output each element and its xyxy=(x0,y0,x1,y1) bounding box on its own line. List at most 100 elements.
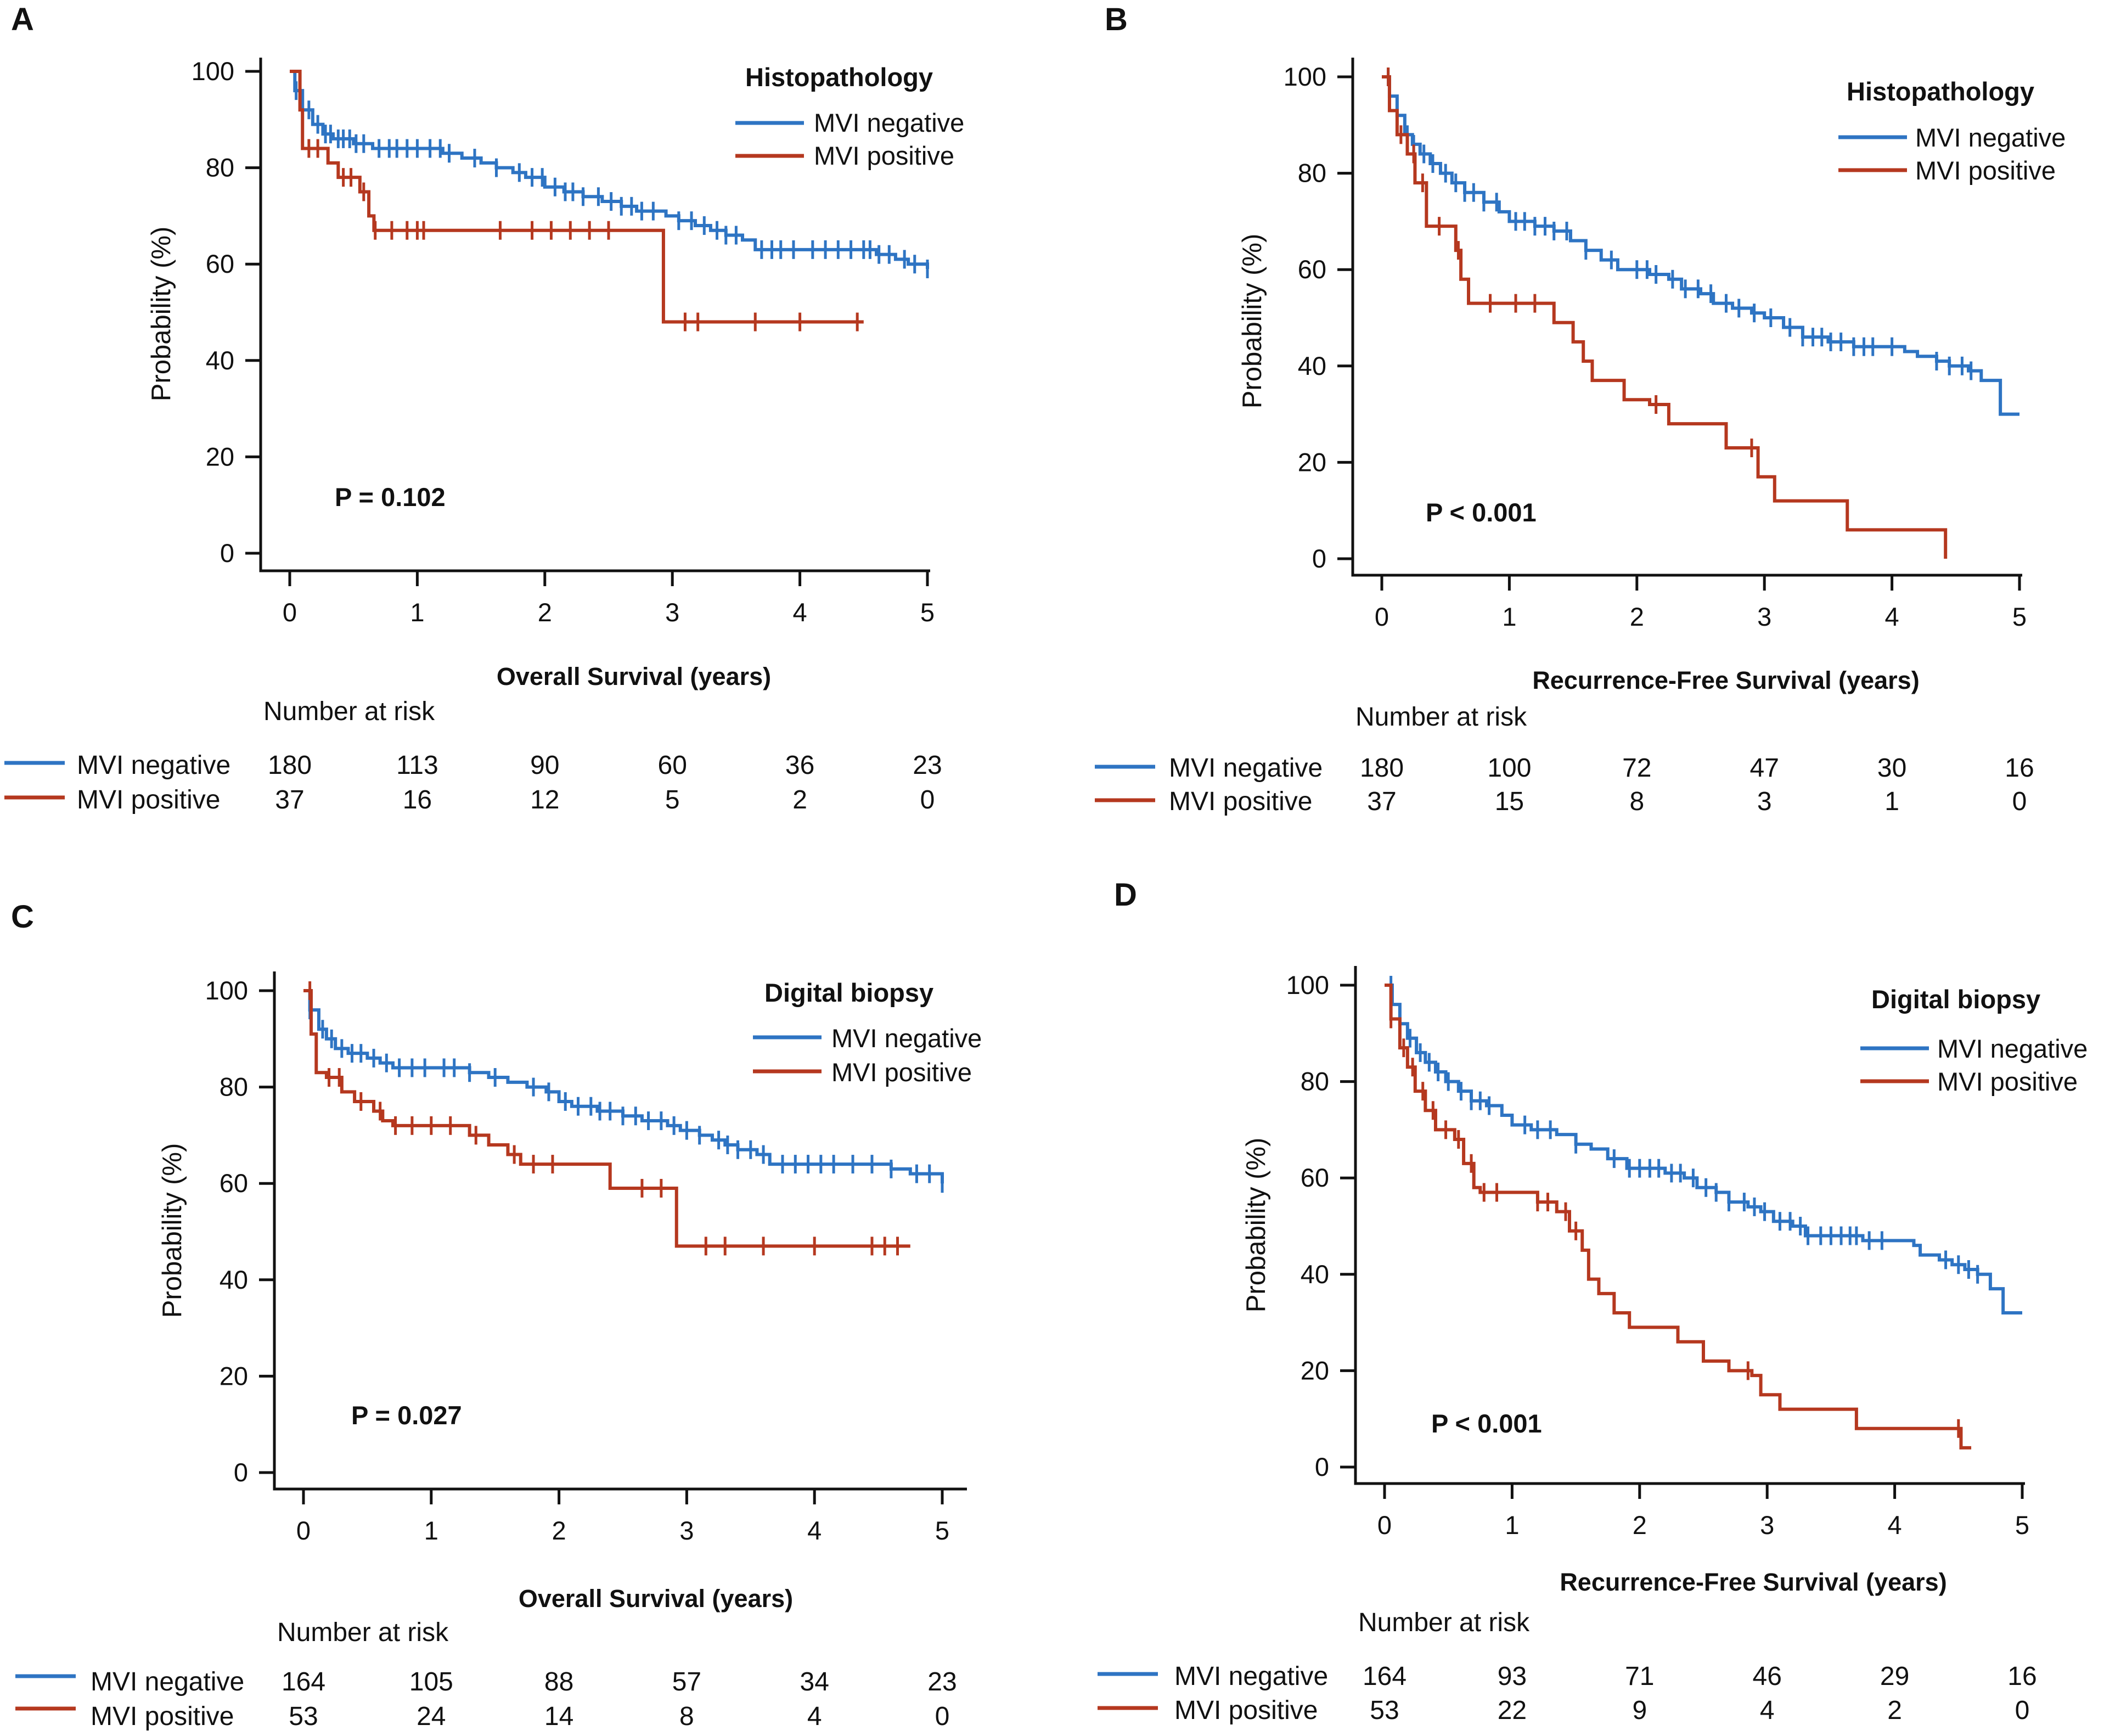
panel-d-xtick-label: 4 xyxy=(1888,1510,1902,1540)
panel-b-risk-value-positive: 37 xyxy=(1367,787,1396,816)
panel-a-ytick-label: 40 xyxy=(206,346,234,375)
panel-b-letter: B xyxy=(1105,2,1128,37)
panel-d-risk-value-negative: 16 xyxy=(2007,1662,2037,1691)
panel-c-xtick-label: 5 xyxy=(935,1516,949,1545)
panel-d-risk-value-negative: 71 xyxy=(1625,1662,1654,1691)
panel-b-risk-values: 180 100 72 47 30 16 37 15 8 3 1 0 xyxy=(1360,754,2034,816)
panel-b-risk-title: Number at risk xyxy=(1355,703,1527,732)
panel-c-xtick-label: 3 xyxy=(679,1516,694,1545)
panel-b-xlabel: Recurrence-Free Survival (years) xyxy=(1532,666,1919,694)
panel-a-ytick-label: 80 xyxy=(206,153,234,182)
panel-c-ytick-label: 0 xyxy=(234,1458,248,1487)
panel-d-xlabel: Recurrence-Free Survival (years) xyxy=(1560,1568,1947,1596)
panel-a-risk-title: Number at risk xyxy=(263,697,435,726)
panel-d-axes xyxy=(1354,966,2025,1485)
panel-d-risk-label-positive: MVI positive xyxy=(1174,1696,1318,1725)
panel-b-curve-positive xyxy=(1382,75,1948,559)
panel-c-risk-title: Number at risk xyxy=(277,1618,449,1647)
panel-b-risk-value-negative: 30 xyxy=(1877,754,1906,783)
panel-d-plot-area xyxy=(1385,976,2022,1450)
panel-b-xtick-label: 1 xyxy=(1502,602,1516,631)
panel-a-risk-value-negative: 36 xyxy=(785,751,814,780)
panel-a-risk-value-positive: 12 xyxy=(530,785,559,814)
panel-c-risk-value-positive: 4 xyxy=(807,1702,822,1731)
panel-c-xtick-label: 2 xyxy=(552,1516,566,1545)
panel-a-ytick-label: 60 xyxy=(206,249,234,278)
panel-a-xtick-label: 3 xyxy=(665,598,679,627)
panel-b-risk-value-positive: 0 xyxy=(2012,787,2027,816)
panel-b-ytick-label: 80 xyxy=(1298,159,1326,188)
panel-c-risk-value-positive: 14 xyxy=(544,1702,573,1731)
panel-c-xtick-label: 1 xyxy=(424,1516,438,1545)
panel-a-risk-value-negative: 180 xyxy=(268,751,312,780)
panel-d-risk-value-positive: 0 xyxy=(2015,1696,2030,1725)
panel-d-curve-negative xyxy=(1385,984,2022,1315)
panel-b-risk-value-positive: 3 xyxy=(1757,787,1772,816)
panel-d-letter: D xyxy=(1114,877,1137,913)
panel-b-risk-label-negative: MVI negative xyxy=(1169,754,1323,783)
panel-a-risk-values: 180 113 90 60 36 23 37 16 12 5 2 0 xyxy=(268,751,942,814)
panel-a-ytick-label: 0 xyxy=(220,538,234,568)
panel-b-legend-label-negative: MVI negative xyxy=(1915,123,2066,152)
panel-b-risk-value-negative: 180 xyxy=(1360,754,1404,783)
panel-c-axes xyxy=(273,971,967,1491)
panel-d-xtick-label: 5 xyxy=(2015,1510,2029,1540)
panel-a-ytick-label: 20 xyxy=(206,442,234,471)
panel-c-ylabel: Probability (%) xyxy=(157,1143,187,1318)
panel-b-xtick-label: 2 xyxy=(1630,602,1644,631)
panel-a-legend-label-negative: MVI negative xyxy=(814,108,964,137)
panel-b-risk-value-negative: 100 xyxy=(1487,754,1531,783)
panel-a-xticks: 0 1 2 3 4 5 xyxy=(283,571,935,627)
panel-c-xtick-label: 0 xyxy=(296,1516,311,1545)
panel-d-ytick-label: 80 xyxy=(1301,1067,1329,1096)
panel-a-risk-value-negative: 113 xyxy=(396,751,438,780)
panel-c-risk-value-negative: 34 xyxy=(800,1667,829,1696)
panel-b-ytick-label: 40 xyxy=(1298,351,1326,380)
panel-d-xtick-label: 1 xyxy=(1505,1510,1519,1540)
panel-b-ytick-label: 100 xyxy=(1284,62,1326,91)
panel-b-xtick-label: 0 xyxy=(1375,602,1389,631)
panel-b-p-value: P < 0.001 xyxy=(1426,498,1537,527)
panel-d-xtick-label: 0 xyxy=(1377,1510,1392,1540)
panel-d-risk-values: 164 93 71 46 29 16 53 22 9 4 2 0 xyxy=(1363,1662,2037,1725)
panel-a-xtick-label: 4 xyxy=(793,598,807,627)
panel-a-axes xyxy=(259,58,930,572)
panel-b-curve-negative xyxy=(1382,75,2019,416)
panel-d-ytick-label: 20 xyxy=(1301,1356,1329,1385)
panel-b-legend-title: Histopathology xyxy=(1847,77,2034,106)
panel-d-yticks: 0 20 40 60 80 100 xyxy=(1286,970,1355,1481)
panel-b-risk-value-negative: 72 xyxy=(1622,754,1651,783)
panel-d-risk-value-positive: 4 xyxy=(1760,1696,1775,1725)
panel-d-ytick-label: 40 xyxy=(1301,1260,1329,1289)
panel-d-risk-label-negative: MVI negative xyxy=(1174,1662,1328,1691)
panel-a-xtick-label: 2 xyxy=(538,598,552,627)
panel-a-risk-value-positive: 5 xyxy=(665,785,680,814)
panel-c-risk-value-positive: 53 xyxy=(289,1702,318,1731)
panel-a-risk-value-negative: 23 xyxy=(913,751,942,780)
panel-c-risk-value-negative: 164 xyxy=(282,1667,325,1696)
panel-c-risk-label-negative: MVI negative xyxy=(91,1667,244,1696)
panel-c-risk-label-positive: MVI positive xyxy=(91,1702,234,1731)
panel-a-risk-value-negative: 90 xyxy=(530,751,559,780)
panel-a-ytick-label: 100 xyxy=(192,57,234,86)
panel-a-risk-label-positive: MVI positive xyxy=(77,785,220,814)
panel-d-ytick-label: 100 xyxy=(1286,970,1329,999)
panel-c-risk-value-negative: 105 xyxy=(409,1667,453,1696)
panel-d-ytick-label: 60 xyxy=(1301,1163,1329,1192)
panel-d-xtick-label: 3 xyxy=(1760,1510,1774,1540)
panel-b-risk-value-positive: 8 xyxy=(1629,787,1644,816)
panel-c-risk-value-positive: 8 xyxy=(679,1702,694,1731)
panel-d-legend-title: Digital biopsy xyxy=(1871,985,2040,1014)
panel-c-risk-value-positive: 0 xyxy=(935,1702,950,1731)
panel-c-legend-label-negative: MVI negative xyxy=(831,1024,982,1053)
panel-a-risk-value-negative: 60 xyxy=(658,751,687,780)
panel-b-ytick-label: 20 xyxy=(1298,447,1326,476)
panel-a-risk-value-positive: 0 xyxy=(920,785,935,814)
panel-b-plot-area xyxy=(1382,68,2019,559)
panel-a-xtick-label: 0 xyxy=(283,598,297,627)
panel-a-ylabel: Probability (%) xyxy=(147,227,176,402)
